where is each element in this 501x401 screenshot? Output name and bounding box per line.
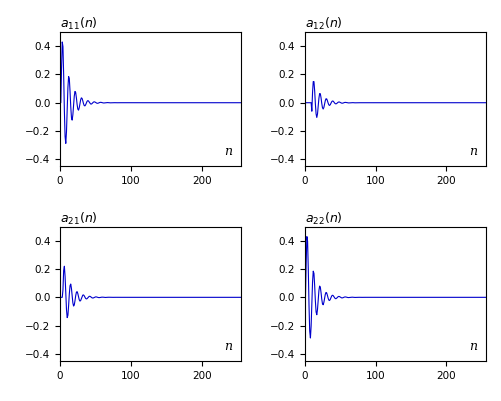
Text: n: n — [224, 340, 232, 353]
Text: n: n — [469, 145, 477, 158]
Text: n: n — [224, 145, 232, 158]
Text: n: n — [469, 340, 477, 353]
Text: $a_{12}(n)$: $a_{12}(n)$ — [305, 16, 343, 32]
Text: $a_{11}(n)$: $a_{11}(n)$ — [60, 16, 98, 32]
Text: $a_{21}(n)$: $a_{21}(n)$ — [60, 211, 98, 227]
Text: $a_{22}(n)$: $a_{22}(n)$ — [305, 211, 343, 227]
